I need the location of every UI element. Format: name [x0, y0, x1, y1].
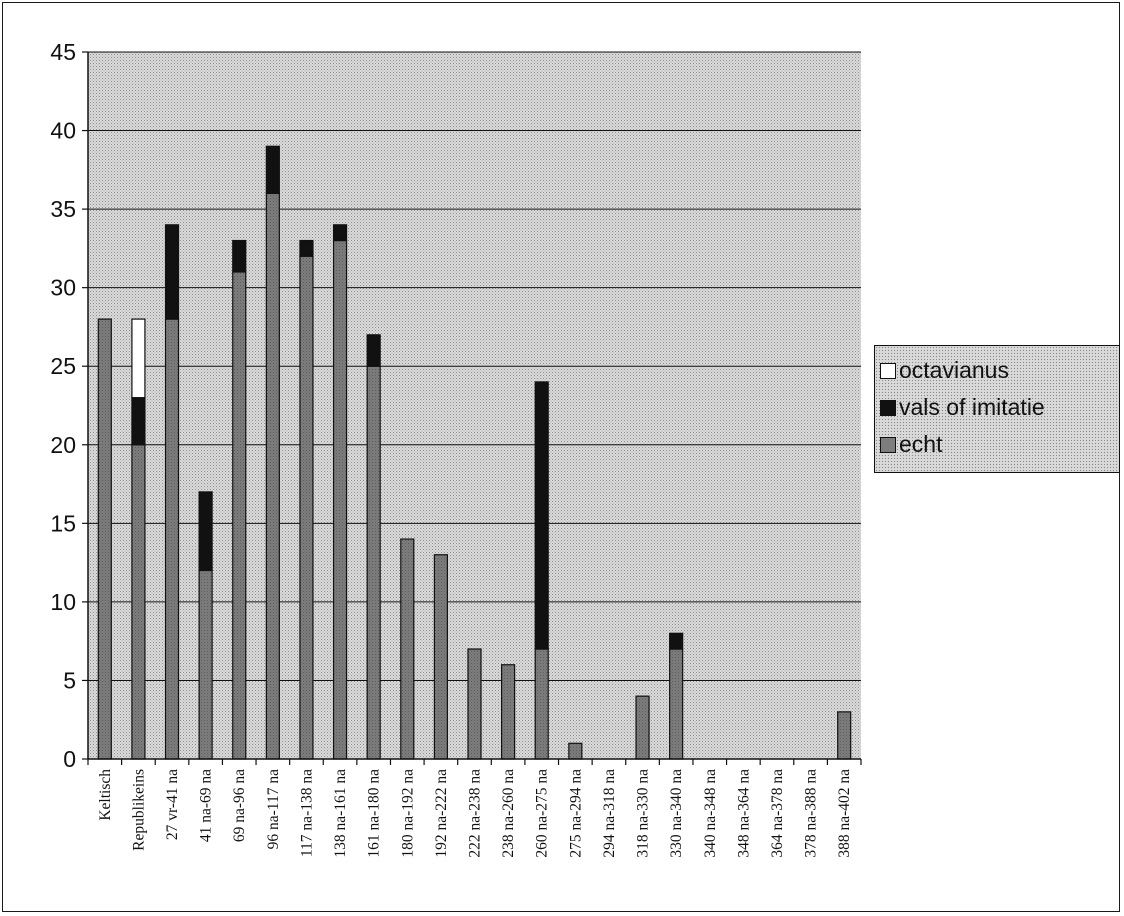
- y-tick-label-0: 0: [63, 746, 76, 772]
- bar-vals-of-imitatie-7: [332, 224, 348, 242]
- bar-vals-of-imitatie-1: [131, 397, 146, 446]
- bar-vals-of-imitatie-13: [534, 381, 549, 650]
- x-tick-label-14: 275 na-294 na: [567, 769, 584, 858]
- legend-swatch-echt: [880, 436, 896, 453]
- bar-echt-1: [131, 444, 146, 760]
- x-tick-label-3: 41 na-69 na: [198, 769, 215, 842]
- y-tick-label-35: 35: [50, 196, 76, 222]
- y-tick-label-40: 40: [50, 118, 76, 144]
- bar-vals-of-imitatie-6: [299, 239, 314, 257]
- legend-swatch-vals-of-imitatie: [880, 399, 896, 416]
- stacked-bar-chart: 0 5 10 15 20 25 30 35 40 45 Keltisch Republikeins 2…: [50, 39, 862, 858]
- bar-vals-of-imitatie-4: [232, 239, 247, 273]
- x-tick-label-21: 378 na-388 na: [803, 769, 820, 858]
- y-tick-label-45: 45: [50, 39, 76, 65]
- x-tick-label-19: 348 na-364 na: [735, 769, 752, 858]
- bar-echt-10: [433, 554, 448, 760]
- axes: [87, 52, 861, 760]
- bar-echt-0: [97, 318, 112, 760]
- bar-echt-12: [501, 664, 516, 760]
- y-tick-label-30: 30: [50, 275, 76, 301]
- bar-vals-of-imitatie-17: [669, 632, 684, 650]
- bar-echt-2: [164, 318, 180, 760]
- bar-echt-14: [568, 742, 583, 760]
- x-tick-label-22: 388 na-402 na: [836, 769, 853, 858]
- x-tick-label-12: 238 na-260 na: [500, 769, 517, 858]
- x-tick-label-20: 364 na-378 na: [769, 769, 786, 858]
- legend-label-vals-of-imitatie: vals of imitatie: [899, 394, 1045, 420]
- x-tick-label-6: 117 na-138 na: [298, 769, 315, 857]
- bar-echt-17: [669, 648, 684, 760]
- x-tick-label-4: 69 na-96 na: [231, 769, 248, 842]
- bar-echt-6: [299, 255, 314, 760]
- legend-item-octavianus: octavianus: [880, 352, 1119, 389]
- x-tick-label-18: 340 na-348 na: [702, 769, 719, 858]
- bar-echt-13: [534, 648, 549, 760]
- y-tick-label-10: 10: [50, 589, 76, 615]
- bar-echt-9: [400, 538, 415, 760]
- x-axis-ticks: Keltisch Republikeins 27 vr-41 na 41 na-69 …: [87, 759, 862, 858]
- x-tick-label-8: 161 na-180 na: [366, 769, 383, 858]
- bar-echt-7: [332, 239, 348, 760]
- bar-vals-of-imitatie-2: [164, 224, 180, 320]
- bar-echt-5: [265, 192, 280, 760]
- legend: octavianus vals of imitatie echt: [874, 345, 1120, 473]
- y-tick-label-5: 5: [63, 667, 76, 693]
- y-tick-label-25: 25: [50, 353, 76, 379]
- legend-label-octavianus: octavianus: [899, 357, 1009, 383]
- bar-echt-16: [635, 695, 650, 760]
- x-tick-label-11: 222 na-238 na: [467, 769, 484, 858]
- y-tick-label-15: 15: [50, 510, 76, 536]
- bar-octavianus-1: [131, 318, 146, 399]
- legend-label-echt: echt: [899, 431, 943, 457]
- bar-echt-22: [837, 711, 852, 760]
- x-tick-label-15: 294 na-318 na: [601, 769, 618, 858]
- bar-echt-8: [366, 365, 381, 760]
- y-axis-ticks: 0 5 10 15 20 25 30 35 40 45: [50, 39, 88, 772]
- legend-item-vals-of-imitatie: vals of imitatie: [880, 389, 1119, 426]
- bar-echt-3: [198, 569, 213, 760]
- bar-echt-4: [232, 271, 247, 760]
- plot-area: [88, 52, 861, 759]
- legend-swatch-octavianus: [880, 362, 896, 379]
- bar-vals-of-imitatie-3: [198, 491, 213, 572]
- bar-echt-11: [467, 648, 482, 760]
- bar-vals-of-imitatie-5: [265, 145, 280, 194]
- bar-vals-of-imitatie-8: [366, 334, 381, 367]
- x-tick-label-5: 96 na-117 na: [265, 769, 282, 849]
- gridlines: [88, 51, 861, 681]
- x-tick-label-13: 260 na-275 na: [534, 769, 551, 858]
- x-tick-label-1: Republikeins: [130, 769, 147, 851]
- x-tick-label-7: 138 na-161 na: [332, 769, 349, 858]
- x-tick-label-0: Keltisch: [97, 769, 114, 821]
- x-tick-label-9: 180 na-192 na: [399, 769, 416, 858]
- x-tick-label-16: 318 na-330 na: [635, 769, 652, 858]
- x-tick-label-2: 27 vr-41 na: [164, 769, 181, 840]
- y-tick-label-20: 20: [50, 432, 76, 458]
- x-tick-label-17: 330 na-340 na: [668, 769, 685, 858]
- legend-item-echt: echt: [880, 426, 1119, 463]
- x-tick-label-10: 192 na-222 na: [433, 769, 450, 858]
